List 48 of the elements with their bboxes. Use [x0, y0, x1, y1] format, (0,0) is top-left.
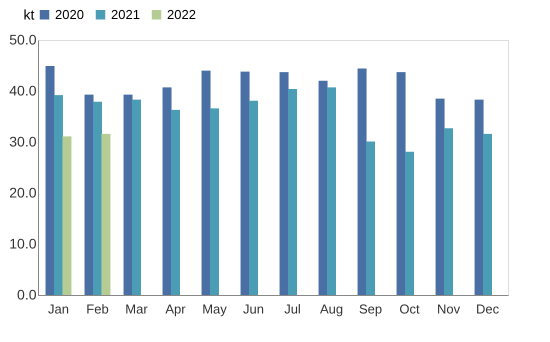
bar	[327, 87, 336, 295]
x-tick-label: Nov	[436, 302, 461, 316]
bar	[483, 134, 492, 295]
bar	[124, 94, 133, 295]
x-tick-label: Apr	[165, 302, 186, 316]
bar	[84, 94, 94, 295]
y-tick-label: 10.0	[9, 236, 37, 252]
bar	[318, 80, 328, 295]
y-tick-label: 50.0	[9, 32, 37, 48]
bar	[288, 88, 297, 295]
x-tick-label: Mar	[125, 302, 148, 316]
bar	[240, 72, 250, 295]
x-tick-label: Oct	[399, 302, 420, 316]
x-tick-label: Jan	[48, 302, 69, 316]
legend-label: 2021	[111, 6, 140, 22]
x-tick-label: Dec	[476, 302, 500, 316]
bar	[162, 87, 172, 295]
bar	[132, 100, 141, 295]
x-tick-label: Jun	[243, 302, 264, 316]
legend-label: 2022	[167, 6, 196, 22]
x-tick-label: Sep	[358, 302, 382, 316]
x-tick-label: May	[202, 302, 228, 316]
bar	[46, 66, 55, 295]
y-tick-label: 20.0	[9, 184, 37, 200]
bar	[54, 95, 63, 295]
y-tick-label: 30.0	[9, 134, 37, 150]
bar	[202, 70, 211, 295]
bar	[396, 72, 406, 295]
y-axis-title: kt	[24, 6, 34, 22]
bar	[170, 110, 180, 295]
bar	[366, 141, 376, 295]
bar	[92, 102, 102, 295]
bar	[436, 98, 445, 295]
bar	[249, 100, 258, 295]
bar	[280, 72, 289, 295]
x-tick-label: Feb	[86, 302, 109, 316]
y-tick-label: 40.0	[9, 82, 37, 98]
x-tick-label: Jul	[284, 302, 301, 316]
bar	[210, 108, 219, 295]
x-tick-label: Aug	[320, 302, 344, 316]
bar	[474, 100, 484, 295]
bar	[444, 128, 454, 295]
bar	[101, 134, 110, 295]
bar	[405, 152, 414, 295]
legend-label: 2020	[55, 6, 84, 22]
bar	[358, 68, 367, 295]
y-tick-label: 0.0	[17, 286, 37, 302]
bar	[62, 136, 72, 295]
